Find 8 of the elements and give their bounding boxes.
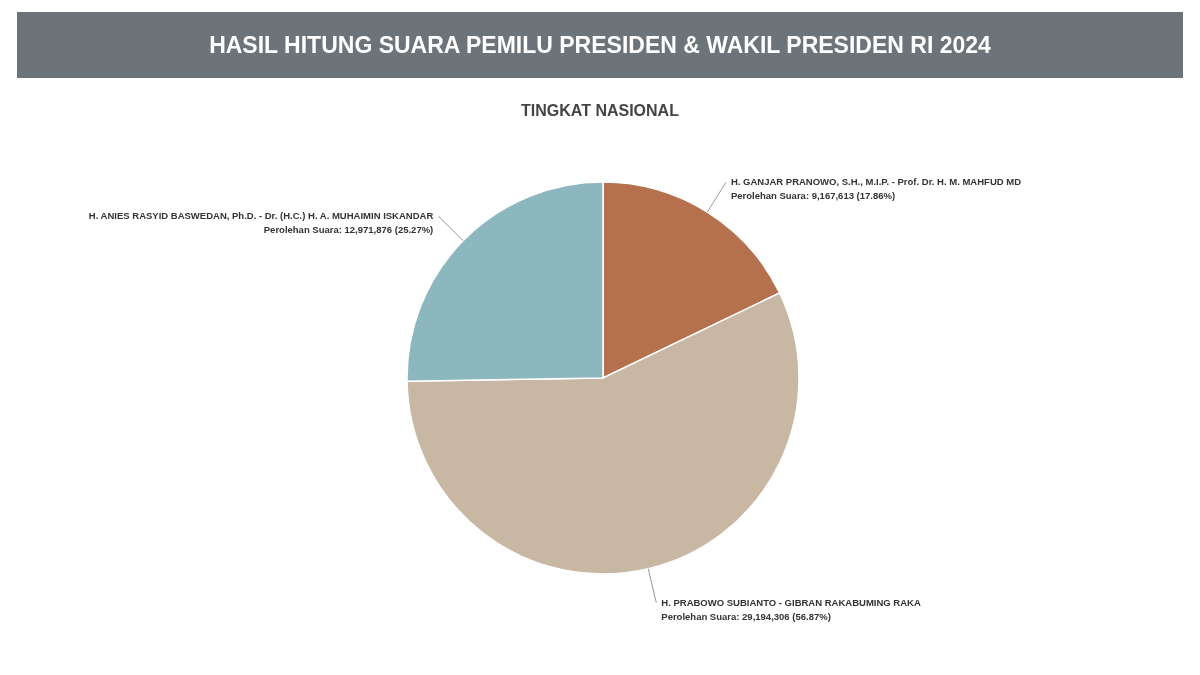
slice-label: H. PRABOWO SUBIANTO - GIBRAN RAKABUMING RAKA	[661, 596, 921, 608]
data-label: Perolehan Suara: 12,971,876 (25.27%)	[263, 224, 434, 236]
chart-subtitle: TINGKAT NASIONAL	[520, 102, 680, 120]
data-label: Perolehan Suara: 29,194,306 (56.87%)	[661, 610, 831, 622]
chart-title: HASIL HITUNG SUARA PEMILU PRESIDEN & WAKIL PRESIDEN RI 2024	[17, 12, 1183, 78]
slice-label: H. GANJAR PRANOWO, S.H., M.I.P. - Prof. Dr. H. M. MAHFUD MD	[730, 176, 1022, 188]
data-label: Perolehan Suara: 9,167,613 (17.86%)	[730, 190, 896, 202]
slice-label: H. ANIES RASYID BASWEDAN, Ph.D. - Dr. (H.C.) H. A. MUHAIMIN ISKANDAR	[88, 210, 434, 222]
